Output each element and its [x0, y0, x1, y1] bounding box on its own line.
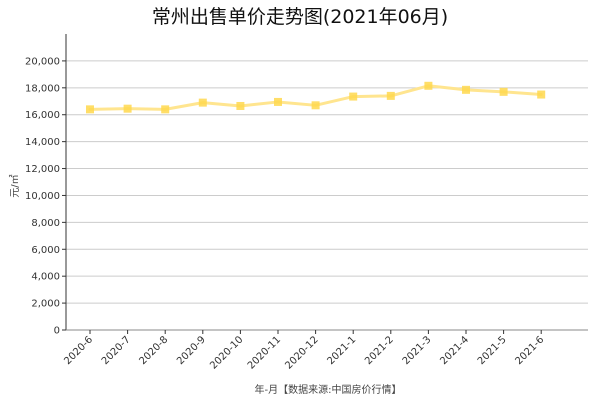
y-tick-label: 0	[54, 326, 60, 337]
y-tick-label: 10,000	[25, 191, 60, 202]
y-tick-label: 14,000	[25, 137, 60, 148]
y-tick-label: 16,000	[25, 110, 60, 121]
x-tick-label: 2020-12	[283, 334, 320, 371]
data-point	[386, 91, 395, 100]
x-tick-label: 2021-1	[325, 334, 358, 367]
data-point	[349, 92, 358, 101]
y-tick-label: 4,000	[31, 272, 60, 283]
x-axis-label: 年-月【数据来源:中国房价行情】	[255, 383, 402, 396]
x-tick-label: 2020-9	[175, 334, 208, 367]
data-point	[462, 85, 470, 94]
axes	[62, 34, 588, 334]
x-tick-labels: 2020-6 2020-7 2020-8 2020-9 2020-10 2020-11 20…	[62, 334, 546, 371]
data-point	[274, 97, 282, 106]
data-point	[236, 101, 245, 110]
x-tick-label: 2020-11	[246, 334, 283, 371]
x-tick-label: 2021-6	[513, 334, 546, 367]
y-tick-label: 8,000	[31, 218, 60, 229]
y-tick-label: 18,000	[25, 83, 60, 94]
x-tick-label: 2020-8	[137, 334, 170, 367]
data-point	[123, 104, 132, 113]
series-line-layer	[86, 81, 546, 114]
chart-title: 常州出售单价走势图(2021年06月)	[151, 6, 449, 28]
data-point	[198, 98, 207, 107]
x-tick-label: 2021-4	[438, 334, 471, 367]
x-tick-label: 2020-10	[208, 334, 245, 371]
y-tick-label: 6,000	[31, 245, 60, 256]
data-point	[424, 81, 433, 90]
y-tick-label: 2,000	[31, 299, 60, 310]
x-tick-label: 2021-5	[476, 334, 509, 367]
data-point	[86, 105, 94, 114]
y-tick-label: 12,000	[25, 164, 60, 175]
y-tick-labels: 0 2,000 4,000 6,000 8,000 10,000 12,000 14,000 1…	[25, 56, 60, 336]
x-tick-label: 2021-3	[401, 334, 434, 367]
data-point	[161, 105, 170, 114]
data-point	[537, 90, 546, 99]
x-tick-label: 2020-6	[62, 334, 95, 367]
y-tick-label: 20,000	[25, 56, 60, 67]
x-tick-label: 2021-2	[363, 334, 396, 367]
grid-lines	[66, 60, 588, 304]
data-point	[499, 87, 508, 96]
x-tick-label: 2020-7	[100, 334, 133, 367]
y-axis-label: 元/㎡	[9, 174, 21, 197]
data-point	[311, 101, 320, 110]
